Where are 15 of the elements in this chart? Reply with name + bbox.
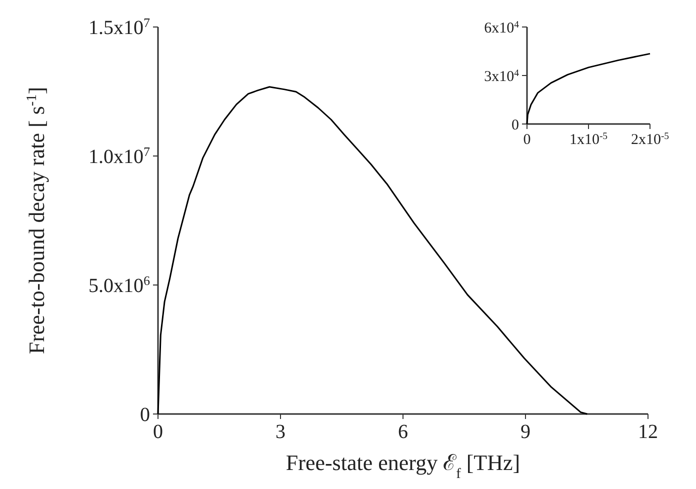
x-tick-label: 2x10$^{-5}$ [630,130,670,148]
y-tick-label: 6x10$^{4}$ [484,18,520,36]
y-tick-label: 0 [512,117,519,134]
y-tick-label: 5.0x10$^{6}$ [88,272,150,297]
x-axis-title: Free-state energy ℰ$_{f}$ [THz] [286,450,520,482]
x-tick-label: 12 [638,421,658,443]
x-tick-label: 3 [276,421,286,443]
x-tick-label: 9 [520,421,530,443]
x-tick-label: 1x10$^{-5}$ [569,130,608,148]
y-tick-label: 3x10$^{4}$ [484,67,520,85]
y-tick-label: 1.0x10$^{7}$ [88,144,150,168]
y-tick-label: 1.5x10$^{7}$ [88,14,150,39]
y-tick-label: 0 [140,404,150,426]
x-tick-label: 6 [398,421,408,443]
x-tick-label: 0 [523,132,531,148]
